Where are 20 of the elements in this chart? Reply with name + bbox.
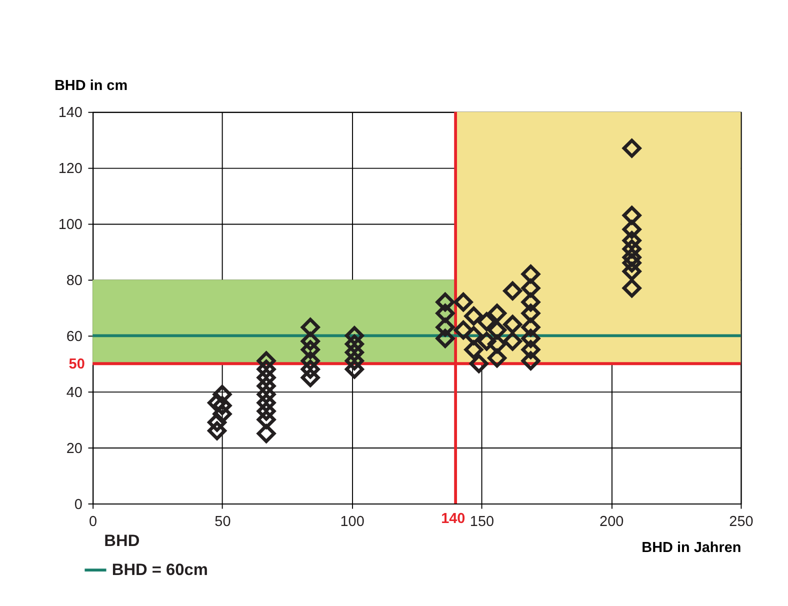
y-tick-label: 120 bbox=[58, 161, 82, 178]
y-tick-label: 140 bbox=[58, 105, 82, 122]
y-tick-label: 0 bbox=[74, 496, 82, 513]
x-tick-label: 150 bbox=[470, 514, 494, 530]
x-tick-label: 50 bbox=[214, 514, 231, 530]
legend-label: BHD = 60cm bbox=[112, 560, 208, 579]
y-tick-label: 40 bbox=[66, 384, 82, 401]
x-tick-label: 200 bbox=[600, 514, 624, 530]
y-tick-label: 100 bbox=[58, 217, 82, 234]
y-axis-title: BHD in cm bbox=[54, 78, 128, 94]
x-tick-label: 0 bbox=[89, 514, 98, 530]
ref-line-label: 140 bbox=[441, 510, 466, 527]
ref-line-label: 50 bbox=[68, 356, 85, 372]
x-tick-label: 250 bbox=[729, 514, 754, 530]
x-axis-title: BHD in Jahren bbox=[642, 540, 742, 556]
y-tick-label: 20 bbox=[66, 440, 82, 457]
x-tick-label: 100 bbox=[340, 514, 364, 530]
y-tick-label: 60 bbox=[66, 328, 82, 345]
y-tick-label: 80 bbox=[66, 273, 82, 290]
text: BHD bbox=[104, 532, 140, 550]
